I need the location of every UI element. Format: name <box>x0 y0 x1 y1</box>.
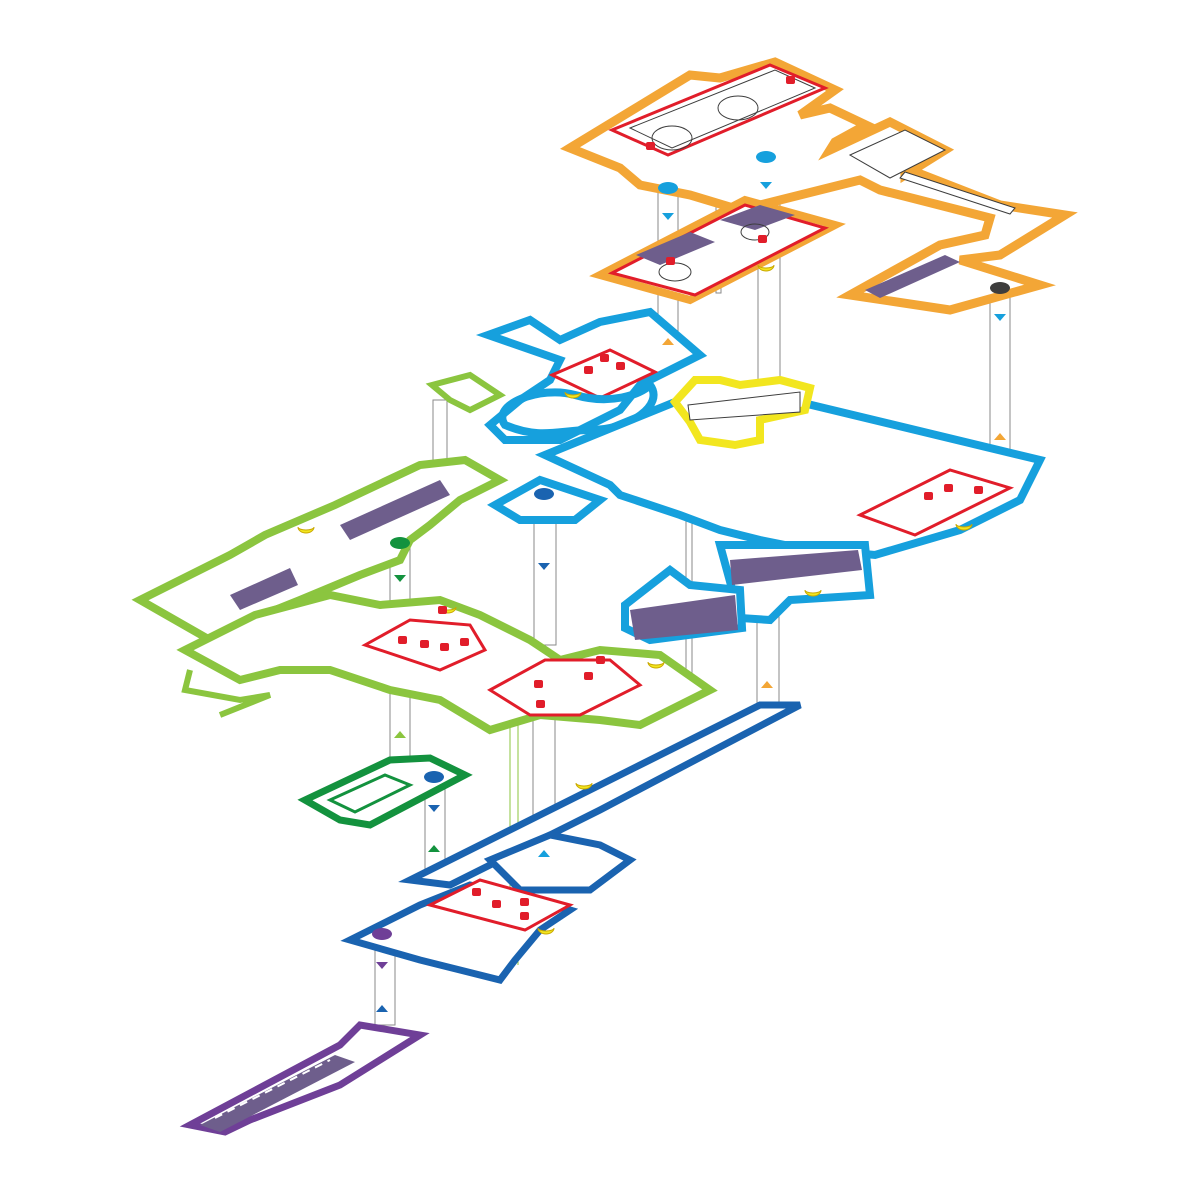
enemy-icon <box>536 700 545 708</box>
blue-light-upper-loop <box>498 378 658 438</box>
level-orange-mid <box>589 195 846 305</box>
column-green-upper <box>432 399 448 461</box>
green-light-upper-purple-1 <box>230 568 298 610</box>
arrow-up-orange-1 <box>662 338 674 345</box>
enemy-icon <box>666 257 675 265</box>
orange-top-inner-room <box>628 69 817 149</box>
enemy-icon <box>616 362 625 370</box>
arrow-down-green-1 <box>394 575 406 582</box>
enemy-icon <box>472 888 481 896</box>
crescent-7 <box>804 589 822 597</box>
blue-light-upper-red-room <box>548 348 659 400</box>
arrow-down-blue-3 <box>994 314 1006 321</box>
arrow-down-blue-1 <box>662 213 674 220</box>
arrow-down-blue-4 <box>538 563 550 570</box>
enemy-icon <box>600 354 609 362</box>
orange-right-purple-block <box>865 255 960 298</box>
level-yellow-bridge <box>669 375 815 450</box>
crescent-5 <box>647 661 665 669</box>
level-orange-right <box>865 255 960 298</box>
crescent-9 <box>537 927 555 935</box>
enemy-icon <box>398 636 407 644</box>
orange-mid-circle-2 <box>740 223 770 241</box>
columns <box>374 157 1011 1026</box>
blue-light-main-purple-bar <box>730 550 862 585</box>
yellow-bridge-inner <box>687 391 801 421</box>
enemy-icon <box>646 142 655 150</box>
portal-purple-base <box>372 928 392 940</box>
blue-dark-corridor-outline <box>398 701 802 889</box>
orange-top-annex <box>848 129 947 179</box>
arrow-up-blue-7 <box>376 1005 388 1012</box>
portal-blue-left-room <box>534 488 554 500</box>
green-dark-inner <box>326 773 414 814</box>
crescent-6 <box>955 523 973 531</box>
crescent-1 <box>757 264 775 272</box>
level-blue-dark-corridor <box>398 701 802 894</box>
level-blue-light-upper <box>475 307 708 444</box>
enemy-icon <box>520 912 529 920</box>
arrow-up-orange-2 <box>994 433 1006 440</box>
orange-top-circle-1 <box>651 125 693 151</box>
portal-markers <box>372 151 1010 940</box>
arrow-down-purple <box>376 962 388 969</box>
arrow-up-blue-6 <box>538 850 550 857</box>
portal-green-dark <box>390 537 410 549</box>
green-light-upper-purple-2 <box>340 480 450 540</box>
enemy-icon <box>420 640 429 648</box>
enemy-icon <box>786 76 795 84</box>
enemy-icon <box>758 235 767 243</box>
enemy-icon <box>944 484 953 492</box>
portal-gray-orange-right <box>990 282 1010 294</box>
crescent-3 <box>297 526 315 534</box>
green-light-lower-red-room-2 <box>487 658 643 717</box>
arrow-down-blue-5 <box>428 805 440 812</box>
orange-mid-red-room <box>607 203 830 297</box>
arrow-up-green-1 <box>394 731 406 738</box>
level-orange-top <box>559 57 1078 315</box>
enemy-icon <box>924 492 933 500</box>
enemy-icon <box>438 606 447 614</box>
enemy-markers <box>398 76 983 920</box>
arrow-up-orange-3 <box>761 681 773 688</box>
arrow-down-blue-2 <box>760 182 772 189</box>
level-blue-light-main <box>487 390 1046 645</box>
enemy-icon <box>534 680 543 688</box>
green-light-tail <box>181 669 272 718</box>
blue-light-sub-purple <box>630 595 738 640</box>
level-purple-tail <box>179 1021 430 1136</box>
arrow-up-green-2 <box>428 845 440 852</box>
portal-blue-orange-top-2 <box>756 151 776 163</box>
direction-markers <box>376 182 1006 1012</box>
orange-mid-purple-block-2 <box>720 205 795 230</box>
enemy-icon <box>596 656 605 664</box>
enemy-icon <box>460 638 469 646</box>
orange-top-circle-2 <box>717 95 759 121</box>
orange-mid-purple-block <box>636 232 715 265</box>
enemy-icon <box>492 900 501 908</box>
enemy-icon <box>520 898 529 906</box>
enemy-icon <box>440 643 449 651</box>
crescent-2 <box>564 391 582 399</box>
green-light-hook <box>425 371 506 414</box>
orange-top-corridor <box>899 171 1016 215</box>
portal-blue-green-dark <box>424 771 444 783</box>
purple-tail-dash <box>214 1059 331 1119</box>
crescent-8 <box>575 782 593 790</box>
purple-tail-fill <box>200 1055 355 1132</box>
enemy-icon <box>584 672 593 680</box>
blue-light-main-red-room <box>856 468 1015 537</box>
portal-blue-orange-top <box>658 182 678 194</box>
blue-light-left-room <box>487 475 609 524</box>
enemy-icon <box>584 366 593 374</box>
enemy-icon <box>974 486 983 494</box>
